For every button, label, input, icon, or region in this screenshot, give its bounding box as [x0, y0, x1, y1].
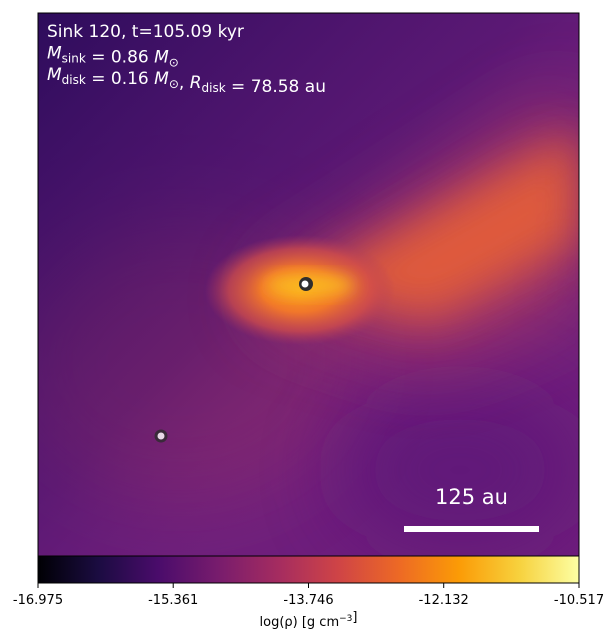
text-run: = 0.86: [86, 48, 154, 68]
colorbar-tick-label: -15.361: [148, 593, 198, 608]
colorbar-axis: -16.975 -15.361 -13.746 -12.132 -10.517 log(ρ…: [13, 583, 604, 630]
scale-bar-group: 125 au: [404, 485, 539, 532]
density-map: [38, 13, 579, 556]
colorbar-label: log(ρ) [g cm−3]: [260, 610, 358, 630]
sink-particle-core: [301, 280, 309, 288]
colorbar-tick-label: -10.517: [554, 593, 604, 608]
text-run: ,: [179, 73, 190, 93]
text-run: = 0.16: [86, 69, 154, 89]
math-symbol: M: [47, 44, 62, 64]
text-run: ]: [352, 610, 357, 625]
math-symbol: M: [47, 65, 62, 85]
subscript: disk: [62, 73, 86, 87]
sink-particle-core: [157, 432, 165, 440]
math-symbol: R: [190, 73, 202, 93]
math-symbol: M: [154, 69, 169, 89]
annotation-line: Msink = 0.86 M⊙: [47, 44, 179, 70]
subscript: sink: [62, 52, 86, 66]
annotation-line: Sink 120, t=105.09 kyr: [47, 22, 244, 42]
scale-bar: [404, 526, 539, 532]
annotation-line: Mdisk = 0.16 M⊙, Rdisk = 78.58 au: [47, 65, 326, 97]
subscript: ⊙: [169, 56, 179, 70]
subscript: disk: [202, 81, 226, 95]
text-run: Sink 120, t=105.09 kyr: [47, 22, 244, 42]
colorbar-tick-label: -16.975: [13, 593, 63, 608]
math-symbol: M: [154, 48, 169, 68]
text-run: = 78.58 au: [226, 77, 326, 97]
colorbar-tick-label: -13.746: [283, 593, 333, 608]
superscript: −3: [339, 614, 352, 624]
colorbar: [37, 555, 580, 584]
colorbar-tick-label: -12.132: [419, 593, 469, 608]
text-run: log(ρ) [g cm: [260, 615, 340, 630]
subscript: ⊙: [169, 77, 179, 91]
scale-bar-label: 125 au: [435, 485, 508, 509]
